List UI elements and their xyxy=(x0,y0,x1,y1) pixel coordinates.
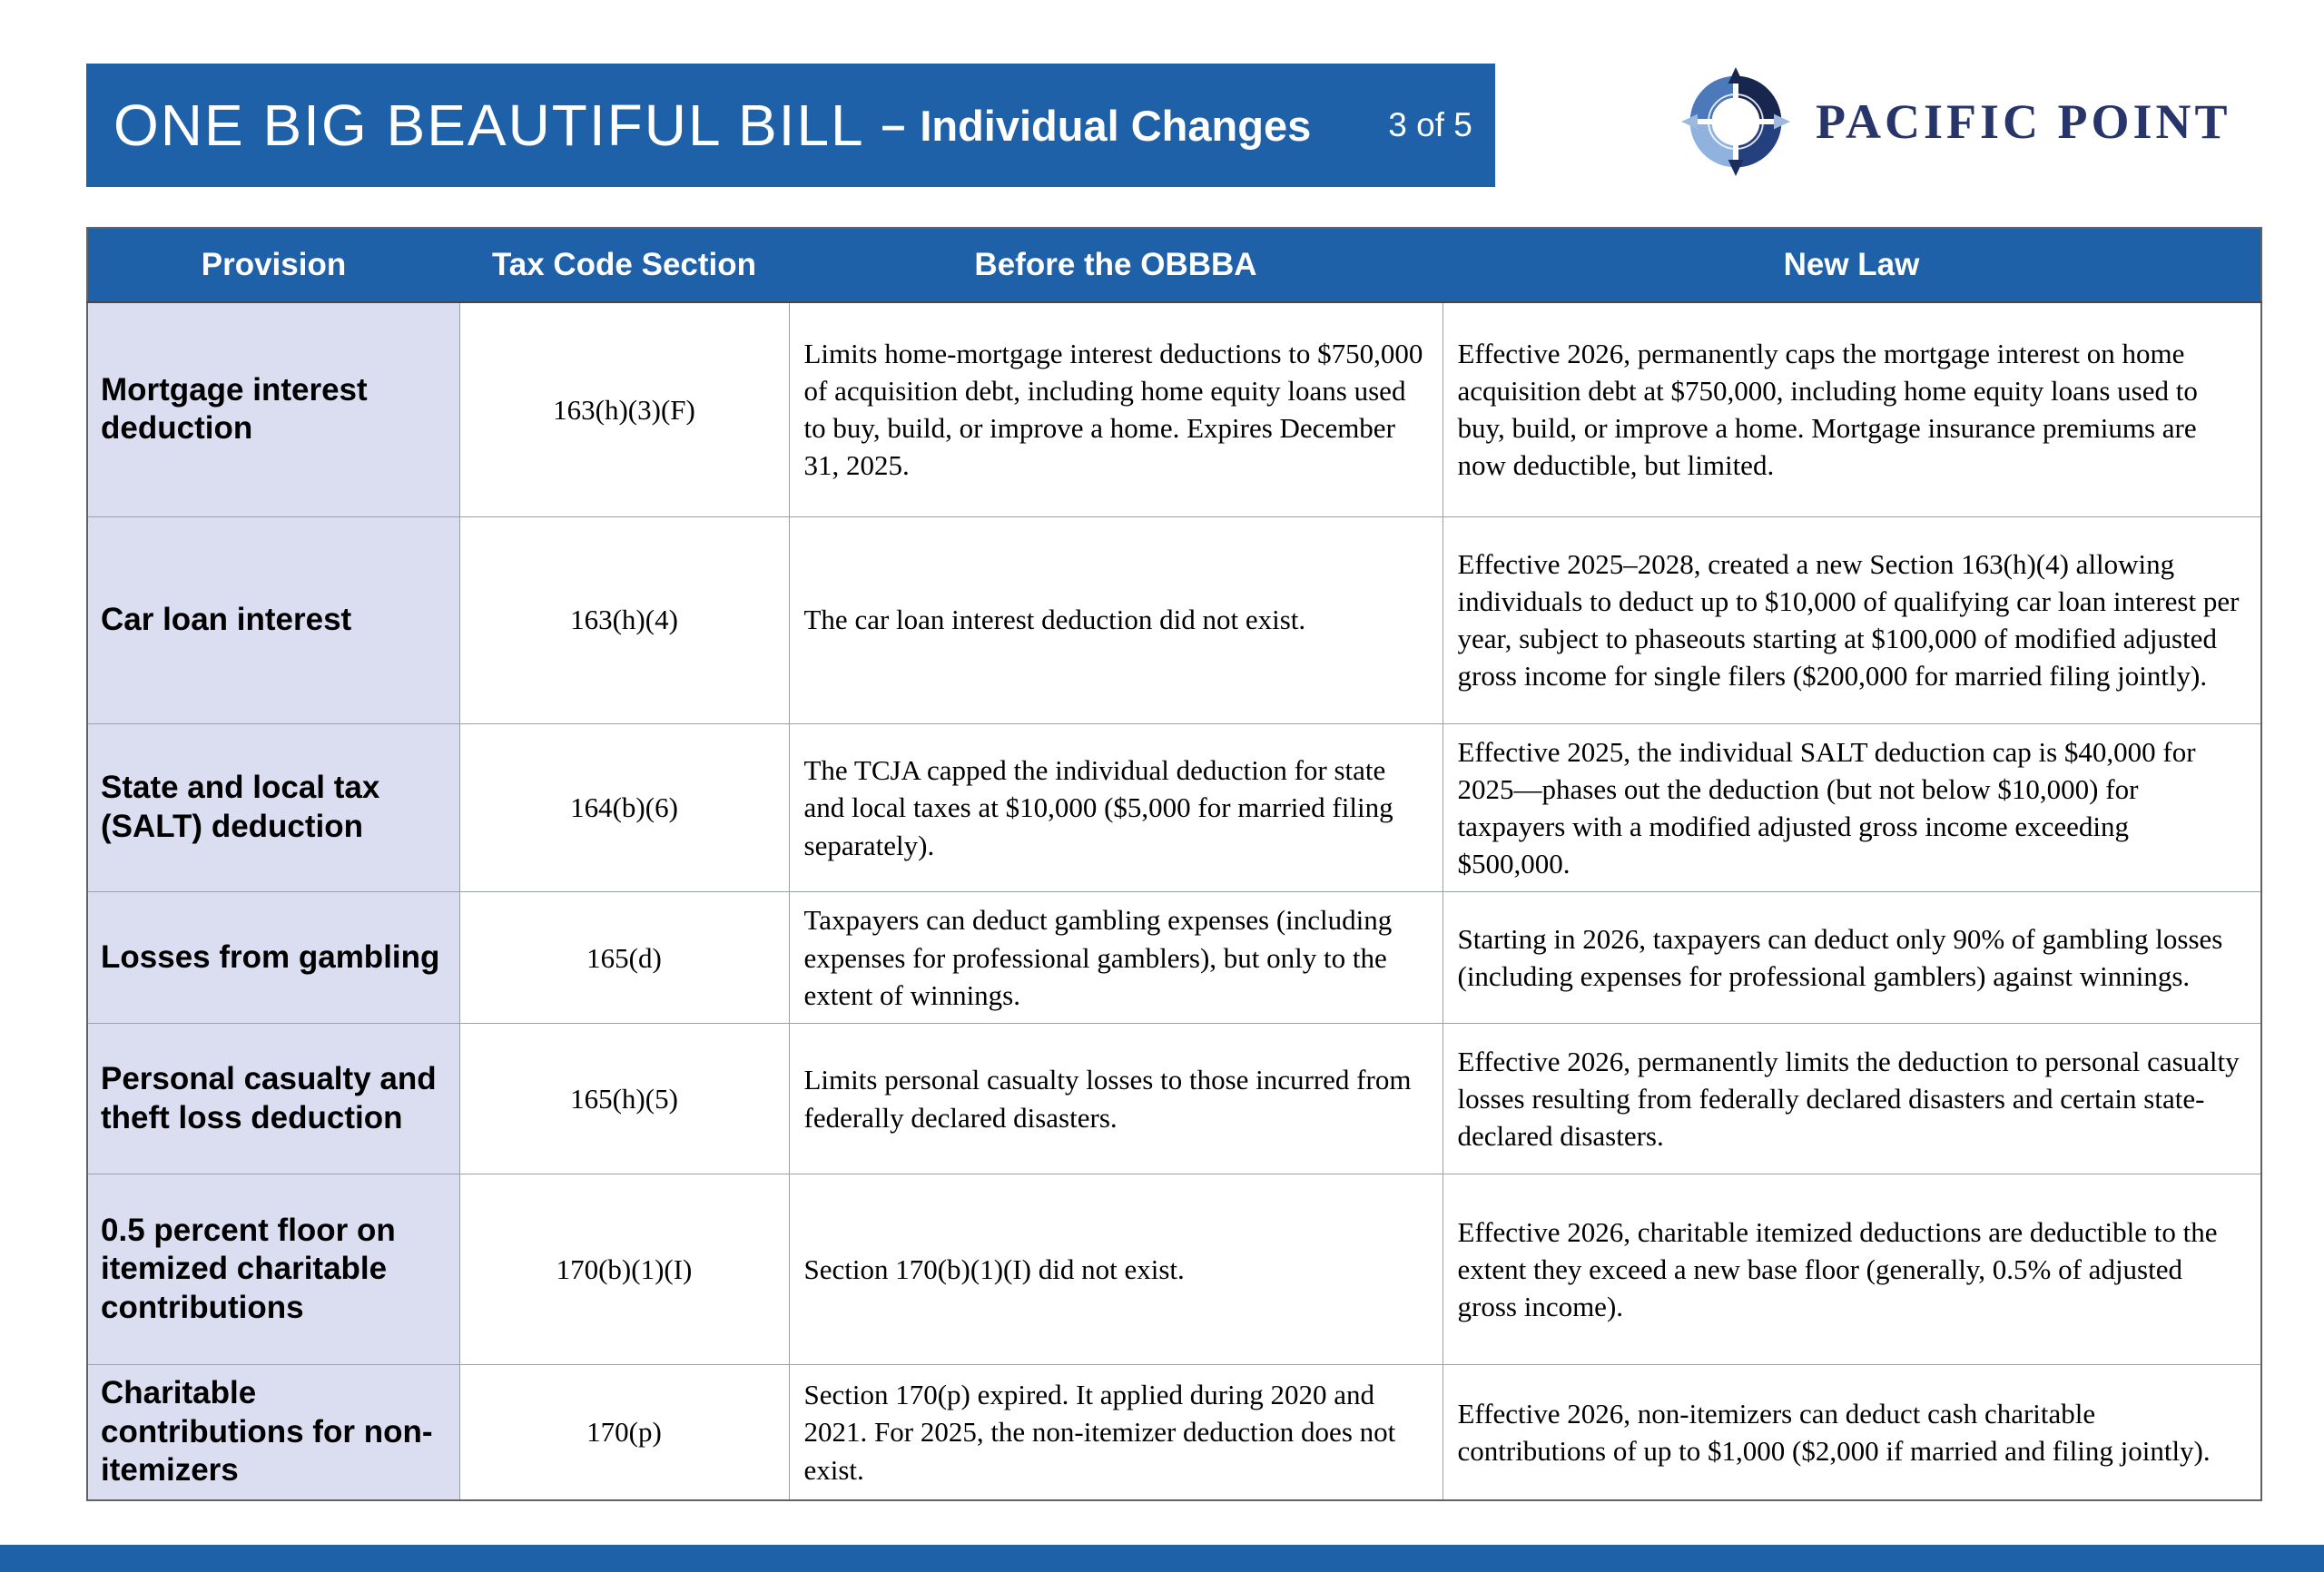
table-row: Charitable contributions for non-itemize… xyxy=(86,1364,2262,1501)
before-cell: Section 170(p) expired. It applied durin… xyxy=(788,1364,1443,1501)
new-law-cell: Effective 2026, charitable itemized dedu… xyxy=(1442,1174,2262,1366)
tax-code-cell: 170(b)(1)(I) xyxy=(458,1174,790,1366)
provision-cell: Personal casualty and theft loss deducti… xyxy=(86,1023,460,1175)
table-header-row: Provision Tax Code Section Before the OB… xyxy=(87,228,2261,303)
table-row: Car loan interest 163(h)(4) The car loan… xyxy=(86,516,2262,724)
table-row: Personal casualty and theft loss deducti… xyxy=(86,1023,2262,1175)
page-title: ONE BIG BEAUTIFUL BILL xyxy=(113,93,865,158)
table-row: Mortgage interest deduction 163(h)(3)(F)… xyxy=(86,301,2262,517)
before-cell: Limits home-mortgage interest deductions… xyxy=(788,301,1443,517)
table-row: State and local tax (SALT) deduction 164… xyxy=(86,722,2262,893)
tax-code-cell: 163(h)(4) xyxy=(458,516,790,724)
page-subtitle: Individual Changes xyxy=(920,101,1312,150)
tax-code-cell: 165(h)(5) xyxy=(458,1023,790,1175)
provision-cell: Mortgage interest deduction xyxy=(86,301,460,517)
before-cell: The car loan interest deduction did not … xyxy=(788,516,1443,724)
tax-code-cell: 170(p) xyxy=(458,1364,790,1501)
logo-text: PACIFIC POINT xyxy=(1816,94,2231,149)
provision-cell: Charitable contributions for non-itemize… xyxy=(86,1364,460,1501)
col-header-tax-code: Tax Code Section xyxy=(459,228,789,303)
provision-cell: 0.5 percent floor on itemized charitable… xyxy=(86,1174,460,1366)
footer-bar xyxy=(0,1545,2324,1572)
col-header-new-law: New Law xyxy=(1443,228,2261,303)
before-cell: Section 170(b)(1)(I) did not exist. xyxy=(788,1174,1443,1366)
page-indicator: 3 of 5 xyxy=(1388,106,1472,143)
new-law-cell: Effective 2026, permanently caps the mor… xyxy=(1442,301,2262,517)
before-cell: Taxpayers can deduct gambling expenses (… xyxy=(788,891,1443,1025)
table-row: 0.5 percent floor on itemized charitable… xyxy=(86,1174,2262,1366)
provision-cell: Car loan interest xyxy=(86,516,460,724)
table-row: Losses from gambling 165(d) Taxpayers ca… xyxy=(86,891,2262,1025)
new-law-cell: Effective 2026, non-itemizers can deduct… xyxy=(1442,1364,2262,1501)
tax-code-cell: 165(d) xyxy=(458,891,790,1025)
provision-cell: Losses from gambling xyxy=(86,891,460,1025)
new-law-cell: Starting in 2026, taxpayers can deduct o… xyxy=(1442,891,2262,1025)
title-dash: – xyxy=(881,101,906,150)
new-law-cell: Effective 2025, the individual SALT dedu… xyxy=(1442,722,2262,893)
before-cell: Limits personal casualty losses to those… xyxy=(788,1023,1443,1175)
new-law-cell: Effective 2025–2028, created a new Secti… xyxy=(1442,516,2262,724)
compass-icon xyxy=(1681,67,1790,176)
col-header-before: Before the OBBBA xyxy=(789,228,1443,303)
provision-cell: State and local tax (SALT) deduction xyxy=(86,722,460,893)
header-bar: ONE BIG BEAUTIFUL BILL – Individual Chan… xyxy=(86,64,1495,187)
before-cell: The TCJA capped the individual deduction… xyxy=(788,722,1443,893)
provisions-table: Provision Tax Code Section Before the OB… xyxy=(86,227,2262,1502)
tax-code-cell: 164(b)(6) xyxy=(458,722,790,893)
new-law-cell: Effective 2026, permanently limits the d… xyxy=(1442,1023,2262,1175)
tax-code-cell: 163(h)(3)(F) xyxy=(458,301,790,517)
col-header-provision: Provision xyxy=(87,228,459,303)
logo: PACIFIC POINT xyxy=(1681,67,2231,176)
